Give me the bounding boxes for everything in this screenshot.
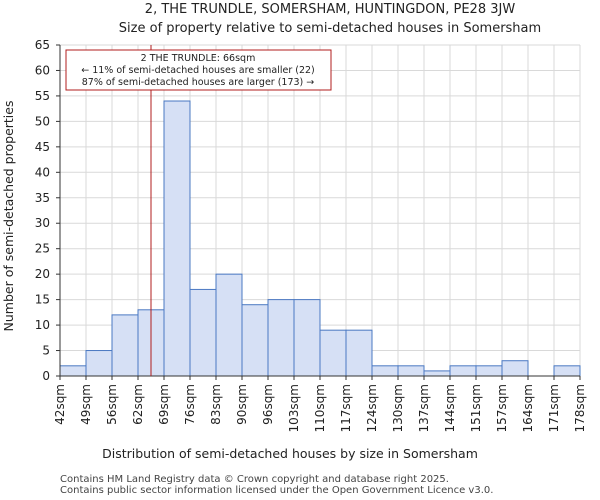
annotation-frame [65, 49, 332, 91]
bar-157sqm [501, 360, 529, 377]
y-tick-label-65: 65 [35, 38, 50, 52]
chart-title: 2, THE TRUNDLE, SOMERSHAM, HUNTINGDON, P… [145, 2, 516, 17]
x-tick-label-157sqm: 157sqm [495, 384, 509, 432]
x-tick-label-62sqm: 62sqm [131, 384, 145, 425]
x-tick-label-171sqm: 171sqm [547, 384, 561, 432]
y-tick-label-30: 30 [35, 216, 50, 230]
x-tick-label-83sqm: 83sqm [209, 384, 223, 425]
x-tick-label-103sqm: 103sqm [287, 384, 301, 432]
x-tick-label-117sqm: 117sqm [339, 384, 353, 432]
x-tick-label-144sqm: 144sqm [443, 384, 457, 432]
bar-110sqm [319, 329, 347, 377]
x-axis-label: Distribution of semi-detached houses by … [102, 446, 478, 461]
bar-49sqm [85, 350, 113, 377]
bar-96sqm [267, 299, 295, 377]
y-tick-label-25: 25 [35, 242, 50, 256]
bar-144sqm [449, 365, 477, 377]
x-tick-label-96sqm: 96sqm [261, 384, 275, 425]
annotation-line-2: ← 11% of semi-detached houses are smalle… [81, 65, 315, 76]
y-tick-label-35: 35 [35, 191, 50, 205]
x-tick-label-130sqm: 130sqm [391, 384, 405, 432]
bar-76sqm [189, 288, 217, 377]
x-tick-label-151sqm: 151sqm [469, 384, 483, 432]
x-tick-label-90sqm: 90sqm [235, 384, 249, 425]
y-tick-label-5: 5 [42, 344, 50, 358]
bar-90sqm [241, 304, 269, 377]
annotation-line-1: 2 THE TRUNDLE: 66sqm [141, 53, 256, 64]
bar-42sqm [59, 365, 87, 377]
bar-137sqm [423, 370, 451, 377]
bar-124sqm [371, 365, 399, 377]
x-tick-label-49sqm: 49sqm [79, 384, 93, 425]
annotation-line-3: 87% of semi-detached houses are larger (… [82, 77, 315, 88]
x-tick-labels: 42sqm 49sqm 56sqm 62sqm 69sqm 76sqm 83sqm 90sqm… [53, 376, 587, 432]
x-tick-label-124sqm: 124sqm [365, 384, 379, 432]
x-tick-label-137sqm: 137sqm [417, 384, 431, 432]
y-tick-label-60: 60 [35, 63, 50, 77]
y-tick-label-50: 50 [35, 114, 50, 128]
bar-69sqm [163, 100, 191, 377]
bar-171sqm [553, 365, 581, 377]
annotation-box: 2 THE TRUNDLE: 66sqm ← 11% of semi-detac… [65, 49, 332, 91]
x-tick-label-56sqm: 56sqm [105, 384, 119, 425]
footer-licence: Contains public sector information licen… [60, 485, 494, 496]
y-tick-label-20: 20 [35, 267, 50, 281]
y-tick-labels: 0 5 10 15 20 25 30 35 40 45 50 55 60 65 [35, 38, 60, 383]
y-tick-label-40: 40 [35, 165, 50, 179]
x-tick-label-178sqm: 178sqm [573, 384, 587, 432]
chart-subtitle: Size of property relative to semi-detach… [119, 21, 541, 36]
bar-151sqm [475, 365, 503, 377]
x-tick-label-164sqm: 164sqm [521, 384, 535, 432]
y-tick-label-45: 45 [35, 140, 50, 154]
x-tick-label-42sqm: 42sqm [53, 384, 67, 425]
y-axis-label: Number of semi-detached properties [1, 101, 16, 332]
x-tick-label-110sqm: 110sqm [313, 384, 327, 432]
x-tick-label-69sqm: 69sqm [157, 384, 171, 425]
y-tick-label-55: 55 [35, 89, 50, 103]
bar-83sqm [215, 273, 243, 377]
bar-117sqm [345, 329, 373, 377]
y-tick-label-15: 15 [35, 293, 50, 307]
y-tick-label-0: 0 [42, 369, 50, 383]
y-tick-label-10: 10 [35, 318, 50, 332]
bar-103sqm [293, 299, 321, 377]
bar-56sqm [111, 314, 139, 377]
footer-copyright: Contains HM Land Registry data © Crown c… [60, 474, 449, 485]
x-tick-label-76sqm: 76sqm [183, 384, 197, 425]
bar-130sqm [397, 365, 425, 377]
